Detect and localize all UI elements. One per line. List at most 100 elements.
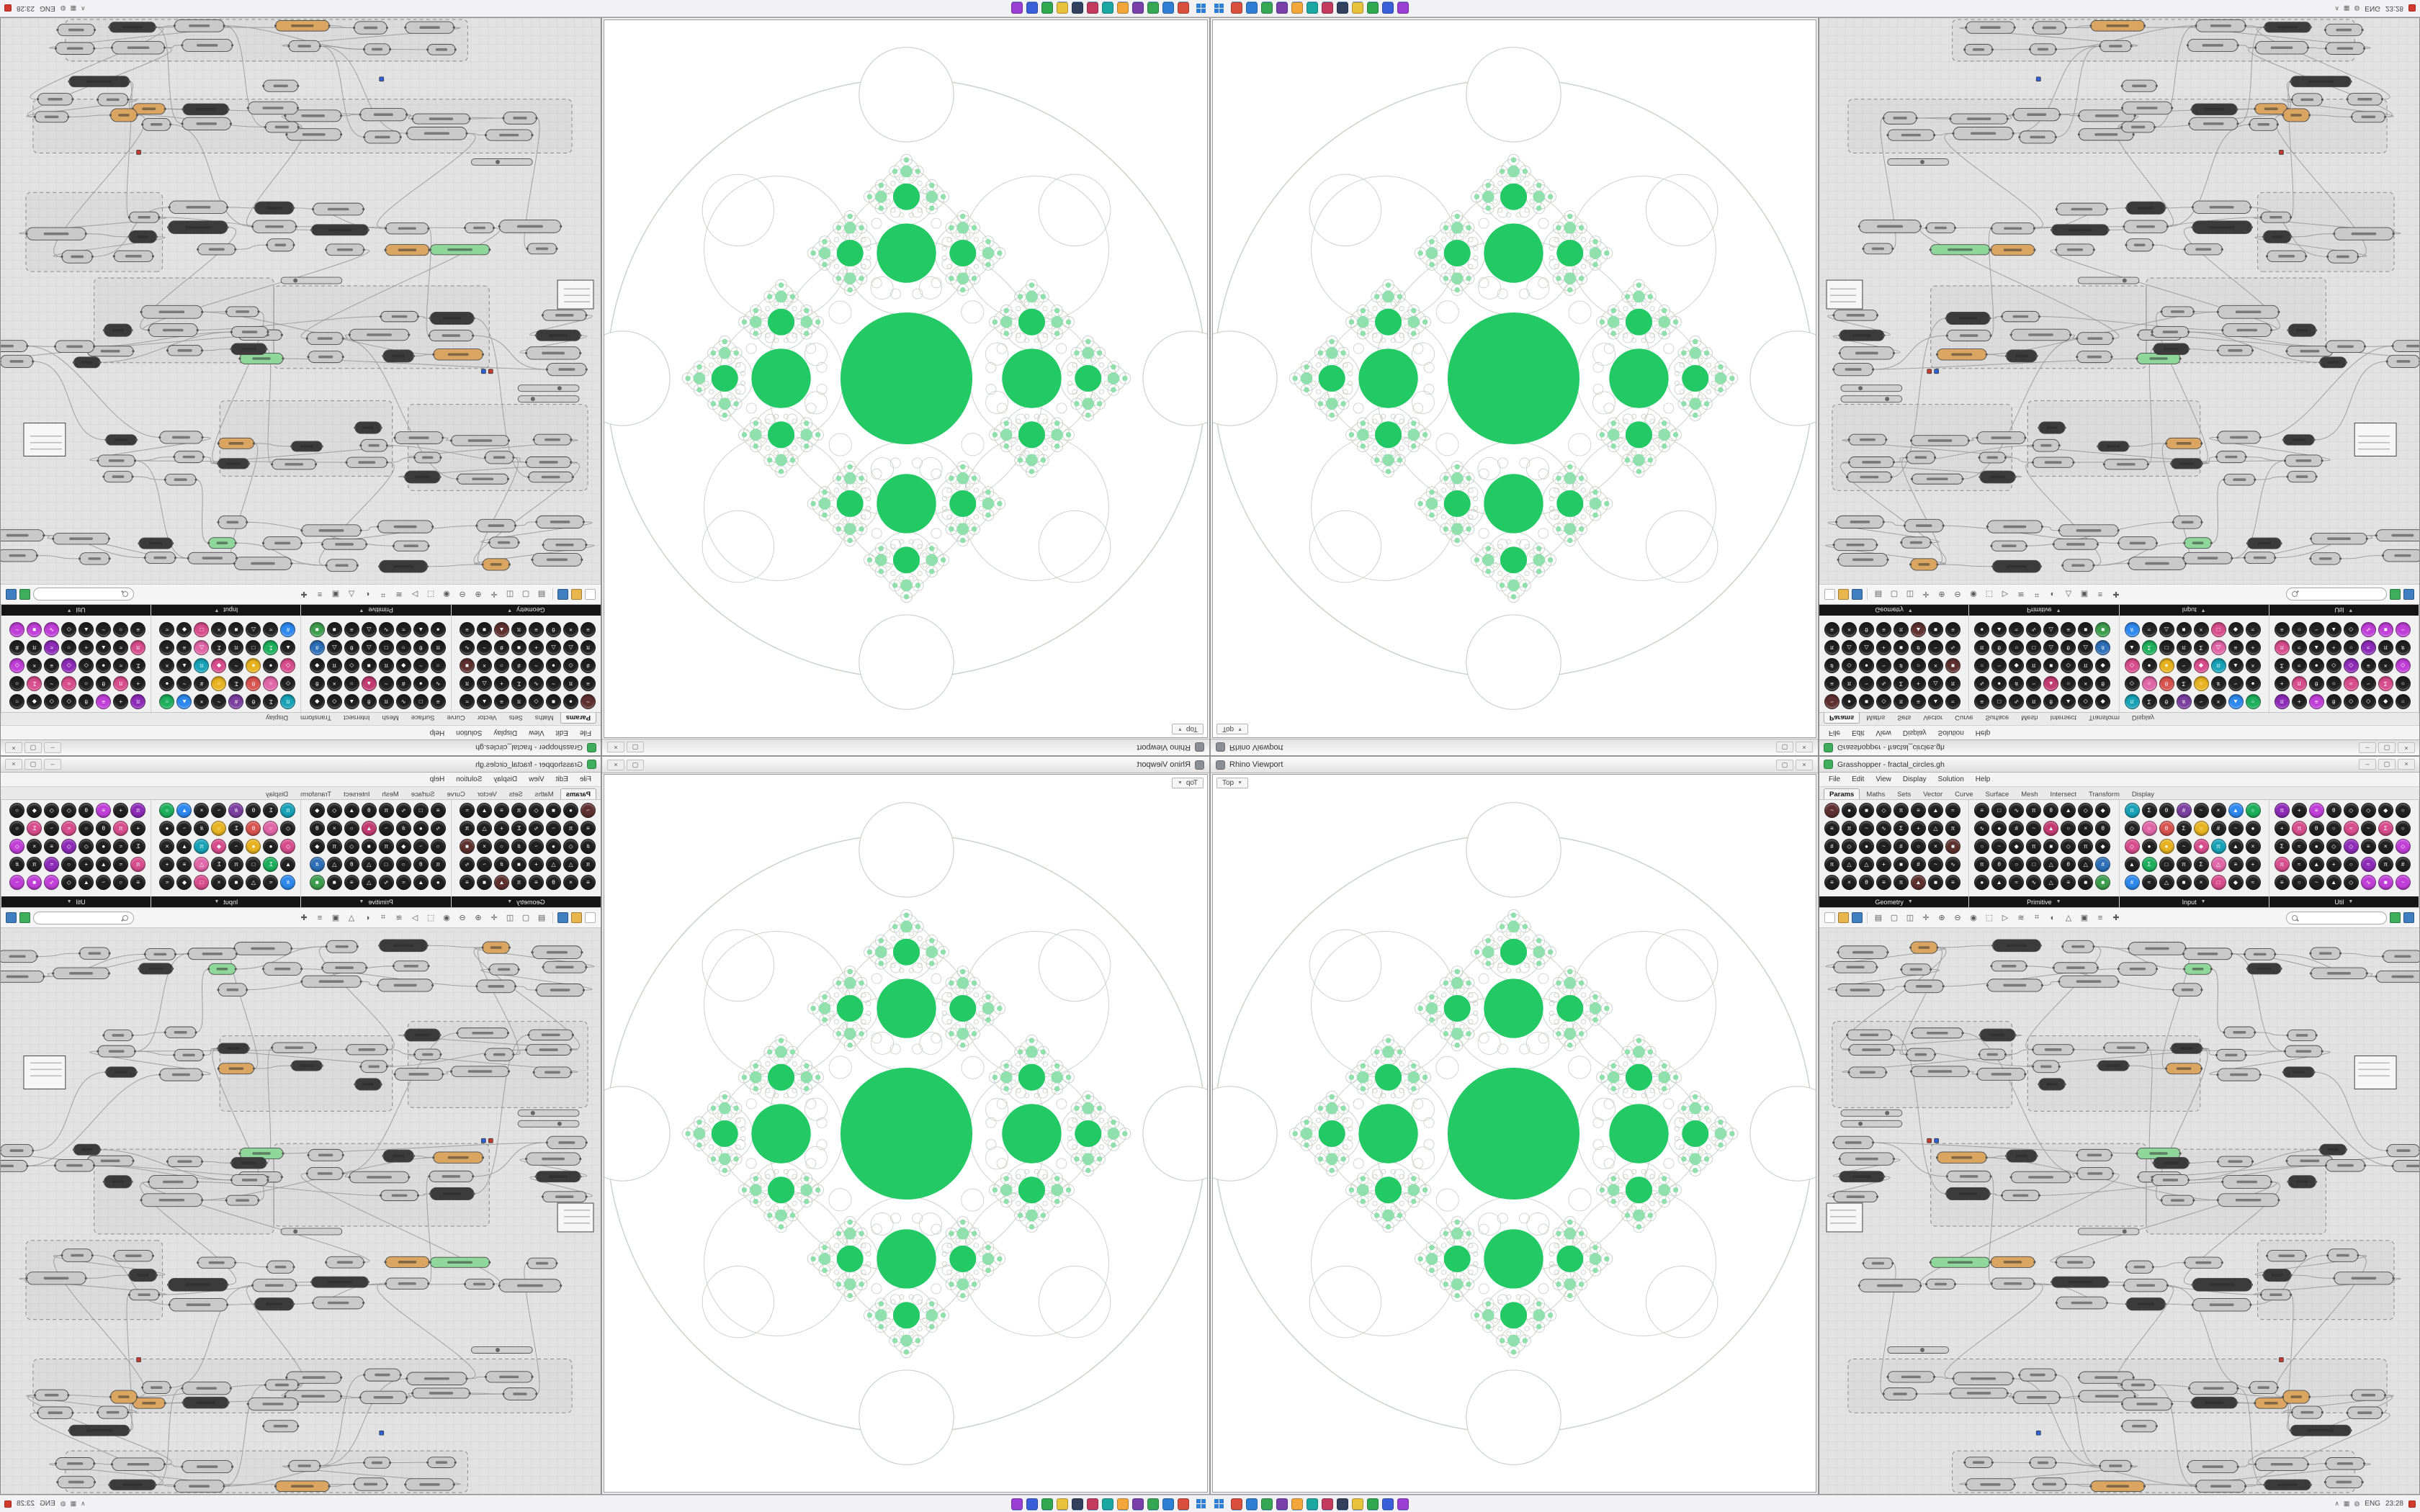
component-icon[interactable]: ○ <box>211 821 227 836</box>
toolbar-button[interactable]: ✛ <box>490 914 498 922</box>
component-icon[interactable]: # <box>2176 803 2192 818</box>
tab-intersect[interactable]: Intersect <box>2050 714 2076 721</box>
component-icon[interactable]: ≡ <box>529 622 544 637</box>
taskbar-app-icon[interactable] <box>1397 1498 1409 1510</box>
component-icon[interactable]: ≡ <box>581 821 596 836</box>
component-icon[interactable]: △ <box>326 857 342 872</box>
component-icon[interactable]: ≡ <box>1824 676 1839 691</box>
toolbar-button[interactable]: ✚ <box>2112 914 2120 922</box>
component-icon[interactable]: + <box>130 676 146 691</box>
viewport-tab-top[interactable]: Top ▼ <box>1216 778 1249 788</box>
tray-icon[interactable]: ◍ <box>2354 1500 2360 1507</box>
component-icon[interactable]: Σ <box>263 640 279 655</box>
toolbar-button[interactable]: ⬚ <box>1985 914 1994 922</box>
component-icon[interactable]: ∿ <box>2009 694 2025 709</box>
component-icon[interactable]: ○ <box>430 839 446 854</box>
component-icon[interactable]: ≡ <box>581 676 596 691</box>
component-icon[interactable]: ◆ <box>309 839 325 854</box>
component-icon[interactable]: ◇ <box>1842 658 1857 673</box>
component-icon[interactable]: ● <box>2141 839 2157 854</box>
component-icon[interactable]: ◇ <box>2343 694 2359 709</box>
component-icon[interactable]: ≡ <box>344 622 359 637</box>
component-icon[interactable]: Σ <box>2274 658 2290 673</box>
tray-icon[interactable]: ∧ <box>81 5 86 12</box>
component-icon[interactable]: ◇ <box>2061 658 2076 673</box>
component-icon[interactable]: ● <box>2159 839 2174 854</box>
toolbar-button[interactable]: ⊖ <box>1954 590 1961 598</box>
taskbar-app-icon[interactable] <box>1072 1498 1083 1510</box>
component-icon[interactable]: Σ <box>1894 676 1909 691</box>
component-icon[interactable]: × <box>2378 658 2393 673</box>
component-icon[interactable]: θ <box>246 821 261 836</box>
component-icon[interactable]: Σ <box>130 658 146 673</box>
component-icon[interactable]: π <box>194 839 210 854</box>
component-icon[interactable]: ○ <box>2326 821 2341 836</box>
menu-item-display[interactable]: Display <box>1902 775 1927 783</box>
tray-icon[interactable]: ▦ <box>70 5 77 12</box>
component-icon[interactable]: # <box>309 857 325 872</box>
component-icon[interactable]: ◇ <box>1876 803 1891 818</box>
taskbar-app-icon[interactable] <box>1087 1498 1098 1510</box>
component-icon[interactable]: ○ <box>9 694 25 709</box>
notification-icon[interactable] <box>2408 1500 2416 1508</box>
component-icon[interactable]: ≈ <box>61 676 77 691</box>
component-icon[interactable]: ◇ <box>2124 658 2140 673</box>
taskbar-app-icon[interactable] <box>1026 2 1038 14</box>
component-icon[interactable]: ~ <box>2026 676 2042 691</box>
component-icon[interactable]: π <box>378 658 394 673</box>
component-icon[interactable]: ■ <box>1928 875 1943 890</box>
component-icon[interactable]: π <box>460 676 475 691</box>
component-icon[interactable]: Σ <box>2378 821 2393 836</box>
component-icon[interactable]: × <box>563 875 578 890</box>
tab-sets[interactable]: Sets <box>1897 791 1912 798</box>
viewport-tab-top[interactable]: Top ▼ <box>1171 778 1204 788</box>
component-icon[interactable]: # <box>2210 821 2226 836</box>
taskbar-app-icon[interactable] <box>1291 1498 1303 1510</box>
grasshopper-title-bar[interactable]: Grasshopper - fractal_circles.gh – ▢ × <box>1819 739 2419 755</box>
component-icon[interactable]: × <box>326 676 342 691</box>
component-icon[interactable]: Σ <box>2378 676 2393 691</box>
toolbar-button[interactable]: ✛ <box>490 590 498 598</box>
component-icon[interactable]: ■ <box>2095 875 2111 890</box>
component-icon[interactable]: ▲ <box>96 640 112 655</box>
component-icon[interactable]: ◆ <box>2228 875 2244 890</box>
component-icon[interactable]: ◆ <box>176 622 192 637</box>
component-icon[interactable]: ≈ <box>1945 803 1960 818</box>
component-icon[interactable]: π <box>130 694 146 709</box>
grasshopper-canvas[interactable] <box>1819 18 2419 584</box>
component-icon[interactable]: ≡ <box>44 839 60 854</box>
component-icon[interactable]: # <box>1824 839 1839 854</box>
component-icon[interactable]: ≡ <box>1876 875 1891 890</box>
component-icon[interactable]: ◇ <box>2326 658 2341 673</box>
toolbar-button[interactable]: ≋ <box>2017 590 2025 598</box>
component-icon[interactable]: π <box>2078 839 2094 854</box>
toolbar-button[interactable]: ≡ <box>2097 913 2103 922</box>
component-icon[interactable]: ● <box>96 658 112 673</box>
component-icon[interactable]: # <box>309 640 325 655</box>
component-icon[interactable]: # <box>2095 640 2111 655</box>
grasshopper-canvas[interactable] <box>1819 928 2419 1494</box>
component-icon[interactable]: θ <box>2159 694 2174 709</box>
palette-panel-label[interactable]: Geometry ▼ <box>1819 605 1969 616</box>
component-icon[interactable]: ○ <box>494 658 509 673</box>
component-icon[interactable]: + <box>113 694 129 709</box>
component-icon[interactable]: ◆ <box>211 658 227 673</box>
minimize-button[interactable]: – <box>2359 742 2376 753</box>
component-icon[interactable]: ∿ <box>2026 875 2042 890</box>
component-icon[interactable]: ~ <box>44 821 60 836</box>
component-icon[interactable]: # <box>228 803 244 818</box>
component-icon[interactable]: △ <box>2210 857 2226 872</box>
taskbar-app-icon[interactable] <box>1102 1498 1113 1510</box>
component-icon[interactable]: # <box>2124 875 2140 890</box>
tab-mesh[interactable]: Mesh <box>2021 714 2038 721</box>
component-icon[interactable]: ≈ <box>2360 857 2376 872</box>
component-icon[interactable]: + <box>1911 821 1926 836</box>
component-icon[interactable]: ◆ <box>2095 839 2111 854</box>
taskbar-app-icon[interactable] <box>1352 2 1363 14</box>
component-icon[interactable]: □ <box>246 857 261 872</box>
component-icon[interactable]: ∿ <box>1945 640 1960 655</box>
toolbar-button[interactable]: ✛ <box>1922 590 1930 598</box>
component-icon[interactable]: ▲ <box>79 622 94 637</box>
clock[interactable]: 23:28 <box>2385 1500 2403 1508</box>
component-icon[interactable]: θ <box>1991 857 2007 872</box>
